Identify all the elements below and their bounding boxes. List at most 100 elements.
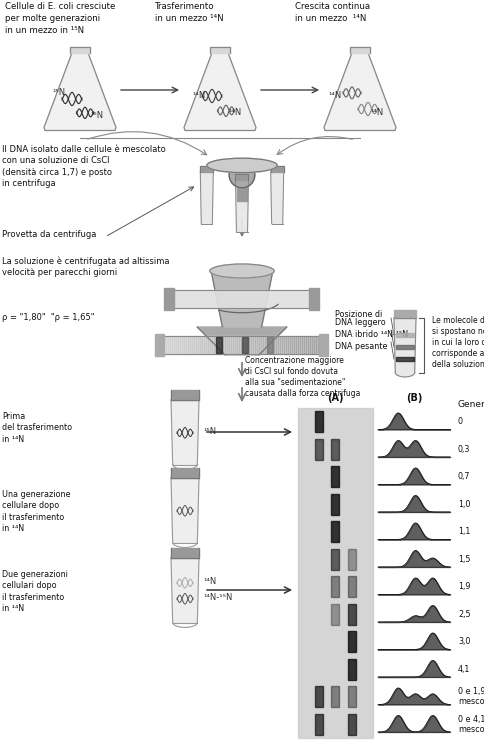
- Polygon shape: [295, 336, 297, 354]
- Polygon shape: [197, 336, 199, 354]
- Text: ¹⁴N: ¹⁴N: [192, 91, 205, 100]
- Polygon shape: [211, 271, 272, 327]
- Text: 0,3: 0,3: [457, 445, 469, 454]
- Polygon shape: [270, 172, 283, 224]
- Text: Il DNA isolato dalle cellule è mescolato
con una soluzione di CsCl
(densità circ: Il DNA isolato dalle cellule è mescolato…: [2, 145, 166, 188]
- Polygon shape: [201, 169, 212, 172]
- Text: DNA ibrido ¹⁴N-¹⁵N: DNA ibrido ¹⁴N-¹⁵N: [334, 330, 407, 339]
- Polygon shape: [289, 336, 291, 354]
- Polygon shape: [331, 686, 339, 707]
- Polygon shape: [395, 357, 413, 361]
- Polygon shape: [315, 336, 317, 354]
- Polygon shape: [349, 46, 369, 53]
- Polygon shape: [314, 411, 322, 432]
- Text: 1,0: 1,0: [457, 500, 469, 508]
- Polygon shape: [313, 336, 315, 354]
- Polygon shape: [319, 334, 328, 356]
- Polygon shape: [393, 310, 415, 317]
- Polygon shape: [70, 46, 90, 53]
- Polygon shape: [213, 336, 215, 354]
- Polygon shape: [348, 604, 355, 625]
- Polygon shape: [348, 658, 355, 680]
- Polygon shape: [203, 336, 205, 354]
- Polygon shape: [309, 336, 311, 354]
- Polygon shape: [215, 336, 217, 354]
- Text: ¹⁴N: ¹⁴N: [203, 578, 216, 586]
- Polygon shape: [331, 439, 339, 460]
- Polygon shape: [317, 336, 319, 354]
- Polygon shape: [393, 317, 415, 373]
- Polygon shape: [331, 549, 339, 570]
- Polygon shape: [248, 336, 250, 354]
- Text: Provetta da centrifuga: Provetta da centrifuga: [2, 230, 96, 239]
- Polygon shape: [211, 336, 213, 354]
- Polygon shape: [395, 345, 413, 349]
- Polygon shape: [291, 336, 293, 354]
- Polygon shape: [284, 336, 286, 354]
- Text: ¹⁴N: ¹⁴N: [369, 108, 382, 117]
- Polygon shape: [205, 336, 207, 354]
- Polygon shape: [196, 336, 197, 354]
- Polygon shape: [178, 336, 180, 354]
- Polygon shape: [260, 336, 262, 354]
- Polygon shape: [241, 336, 242, 354]
- Polygon shape: [331, 466, 339, 488]
- Text: ¹⁴N-¹⁵N: ¹⁴N-¹⁵N: [203, 593, 232, 602]
- Polygon shape: [44, 53, 116, 130]
- Polygon shape: [242, 337, 248, 353]
- Polygon shape: [394, 373, 414, 377]
- Text: Crescita continua
in un mezzo  ¹⁴N: Crescita continua in un mezzo ¹⁴N: [294, 2, 369, 22]
- Polygon shape: [199, 336, 201, 354]
- Polygon shape: [250, 336, 252, 354]
- Text: Prima
del trasferimento
in ¹⁴N: Prima del trasferimento in ¹⁴N: [2, 412, 72, 444]
- Polygon shape: [182, 336, 184, 354]
- Polygon shape: [171, 557, 198, 622]
- Polygon shape: [209, 336, 211, 354]
- Text: Le molecole di DNA
si spostano nelle posizioni
in cui la loro densità
corrispond: Le molecole di DNA si spostano nelle pos…: [431, 316, 484, 370]
- Polygon shape: [242, 336, 244, 354]
- Polygon shape: [276, 336, 278, 354]
- Polygon shape: [186, 336, 188, 354]
- Polygon shape: [323, 53, 395, 130]
- Text: 1,1: 1,1: [457, 527, 469, 536]
- Text: DNA leggero: DNA leggero: [334, 318, 385, 327]
- Text: 0: 0: [457, 417, 462, 426]
- Text: ¹⁵N: ¹⁵N: [203, 427, 216, 436]
- Polygon shape: [266, 337, 272, 353]
- Text: ¹⁵N: ¹⁵N: [90, 111, 103, 120]
- Polygon shape: [301, 336, 303, 354]
- Text: DNA pesante: DNA pesante: [334, 342, 387, 351]
- Polygon shape: [278, 336, 280, 354]
- Polygon shape: [171, 478, 198, 542]
- Polygon shape: [314, 686, 322, 707]
- Text: La soluzione è centrifugata ad altissima
velocità per parecchi giorni: La soluzione è centrifugata ad altissima…: [2, 256, 169, 277]
- Polygon shape: [246, 336, 248, 354]
- Polygon shape: [314, 439, 322, 460]
- Polygon shape: [171, 400, 198, 464]
- Text: Posizione di: Posizione di: [334, 310, 381, 319]
- Polygon shape: [331, 576, 339, 597]
- Ellipse shape: [206, 158, 277, 172]
- Polygon shape: [236, 176, 247, 180]
- Text: ρ = "1,80"  "ρ = 1,65": ρ = "1,80" "ρ = 1,65": [2, 313, 94, 322]
- Text: 0 e 4,1
mescolate: 0 e 4,1 mescolate: [457, 715, 484, 734]
- Polygon shape: [237, 336, 239, 354]
- Polygon shape: [348, 714, 355, 735]
- Polygon shape: [176, 336, 178, 354]
- Polygon shape: [201, 336, 203, 354]
- Polygon shape: [293, 336, 295, 354]
- Polygon shape: [239, 336, 241, 354]
- Ellipse shape: [210, 264, 273, 278]
- Polygon shape: [235, 174, 248, 180]
- Polygon shape: [229, 336, 231, 354]
- Text: 1,5: 1,5: [457, 555, 469, 564]
- Text: 1,9: 1,9: [457, 582, 469, 591]
- Polygon shape: [395, 333, 413, 337]
- Polygon shape: [225, 336, 227, 354]
- Polygon shape: [305, 336, 307, 354]
- Polygon shape: [274, 336, 276, 354]
- Polygon shape: [171, 467, 198, 478]
- Polygon shape: [217, 336, 219, 354]
- Polygon shape: [174, 290, 309, 308]
- Text: 3,0: 3,0: [457, 638, 469, 646]
